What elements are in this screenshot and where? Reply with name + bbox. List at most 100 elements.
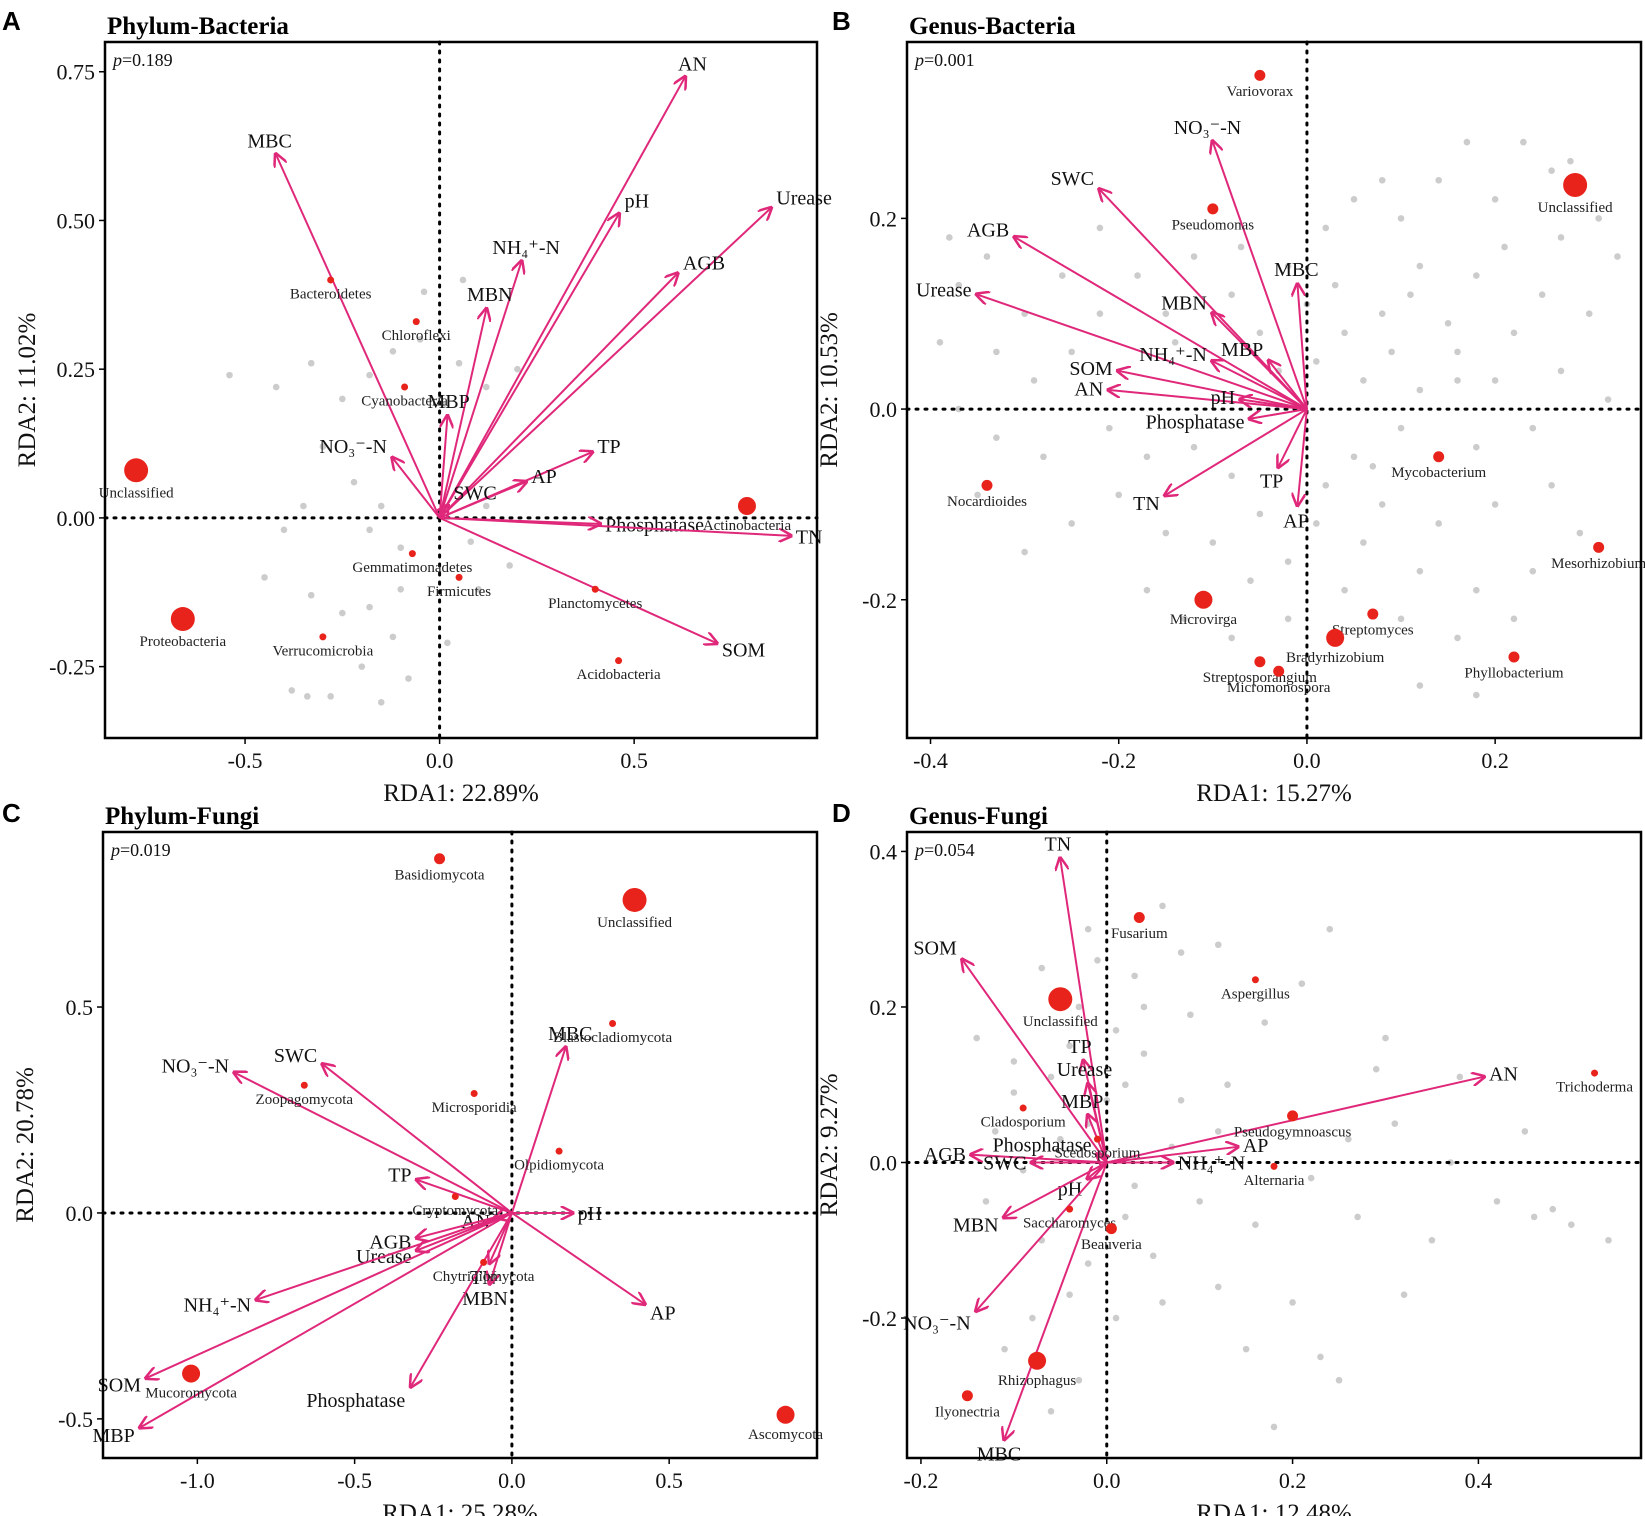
arrow-label: SWC (274, 1045, 317, 1067)
background-point (416, 336, 424, 343)
arrow-label: TP (597, 436, 620, 458)
y-tick-label: 0.0 (66, 1201, 94, 1226)
background-point (1177, 1096, 1185, 1104)
arrow-vector (1250, 408, 1308, 419)
background-point (1397, 615, 1405, 623)
y-tick-label: 0.4 (870, 839, 898, 864)
background-point (1298, 980, 1306, 987)
arrow-label: MBN (467, 284, 513, 306)
background-point (475, 585, 482, 593)
arrow-label: MBN (953, 1214, 999, 1236)
taxa-points: Unclassified Proteobacteria Actinobacteria… (99, 276, 791, 683)
arrow-vector (438, 262, 522, 519)
arrow-vector (439, 516, 716, 643)
background-point (1416, 262, 1424, 270)
background-point (1038, 964, 1046, 972)
arrow-label: AN (1074, 378, 1103, 400)
env-arrows: AN MBC Urease pH NH₄⁺-N AGB MBN MBP NO₃⁻-N TP AP SW… (247, 54, 832, 662)
x-tick-label: 0.5 (620, 748, 648, 773)
background-point (1501, 243, 1508, 251)
background-point (1159, 1299, 1166, 1306)
background-point (1548, 167, 1555, 175)
background-point (307, 359, 315, 367)
arrow-vector (510, 1048, 565, 1214)
arrow-vector (1005, 1162, 1108, 1438)
taxon-point (412, 318, 420, 326)
background-point (339, 609, 346, 617)
taxon-label: Cladosporium (981, 1115, 1066, 1131)
arrow-label: Phosphatase (605, 514, 704, 536)
arrow-vector (439, 516, 790, 536)
taxon-point (622, 887, 647, 912)
background-point (1030, 377, 1038, 384)
taxon-point (434, 853, 446, 865)
background-point (1040, 453, 1047, 461)
background-point (1416, 682, 1424, 689)
background-point (946, 234, 953, 241)
x-tick-label: -0.2 (1101, 748, 1136, 773)
taxon-label: Microsporidia (432, 1100, 517, 1116)
taxon-point (1273, 665, 1285, 677)
x-tick-label: 0.0 (498, 1468, 526, 1493)
background-point (1284, 558, 1292, 565)
background-point (1103, 1096, 1111, 1104)
y-tick-label: -0.2 (862, 588, 897, 613)
background-point (1131, 972, 1138, 980)
background-point (459, 276, 467, 284)
taxon-label: Unclassified (99, 485, 174, 501)
background-point (261, 574, 268, 581)
arrow-label: SOM (913, 937, 957, 959)
y-tick-label: 0.50 (57, 208, 96, 233)
background-point (1400, 1291, 1408, 1298)
taxon-label: Microvirga (1170, 612, 1238, 628)
arrow-label: pH (625, 191, 649, 213)
background-point (1322, 224, 1330, 232)
taxon-point (615, 657, 623, 665)
y-tick-label: 0.2 (870, 206, 898, 231)
background-point (1001, 1345, 1008, 1353)
arrow-label: MBC (247, 130, 291, 152)
arrow-vector (418, 1211, 513, 1238)
background-point (1084, 1260, 1092, 1267)
panel-letter: C (2, 798, 21, 828)
arrow-label: TP (1068, 1036, 1091, 1058)
background-point (1029, 1314, 1036, 1322)
background-point (1447, 1159, 1454, 1166)
background-point (1530, 1213, 1538, 1221)
y-axis-title: RDA2: 11.02% (14, 313, 41, 468)
background-point (1122, 1081, 1129, 1089)
arrow-label: AGB (683, 253, 725, 275)
taxon-point (1019, 1104, 1027, 1112)
background-point (440, 401, 447, 409)
env-arrows: MBCSWCNO₃⁻-NTPpHANAGBUreaseTNMBNAPNH₄⁺-N… (92, 1023, 675, 1447)
background-point (1391, 1120, 1399, 1127)
background-point (983, 253, 991, 260)
arrow-vector (439, 482, 526, 519)
taxon-point (1287, 1110, 1299, 1122)
taxon-point (1254, 656, 1266, 668)
taxon-point (451, 1192, 459, 1200)
background-point (1491, 377, 1499, 384)
background-point (993, 434, 1000, 441)
taxon-point (555, 1147, 563, 1155)
background-point (1214, 1128, 1222, 1135)
y-axis: -0.5 0.0 0.5 RDA2: 20.78% (12, 995, 103, 1432)
taxon-label: Acidobacteria (577, 667, 661, 683)
background-point (1345, 1135, 1352, 1143)
arrow-label: NO₃⁻-N (319, 436, 387, 458)
arrow-vector (438, 78, 685, 519)
y-axis-title: RDA2: 10.53% (816, 312, 843, 468)
taxon-label: Unclassified (1023, 1014, 1098, 1030)
arrow-label: AP (1243, 1135, 1269, 1157)
background-point (1106, 424, 1113, 432)
arrow-label: AP (1283, 510, 1309, 532)
background-point (1094, 957, 1101, 964)
y-axis: -0.2 0.0 0.2 0.4 RDA2: 9.27% (816, 839, 907, 1331)
taxon-label: Phyllobacterium (1464, 665, 1563, 681)
taxon-label: Gemmatimonadetes (352, 560, 472, 576)
arrow-label: AGB (369, 1232, 411, 1254)
arrow-vector (438, 274, 677, 519)
background-point (467, 538, 475, 545)
background-point (1284, 262, 1292, 270)
taxon-label: Mucoromycota (145, 1386, 237, 1402)
